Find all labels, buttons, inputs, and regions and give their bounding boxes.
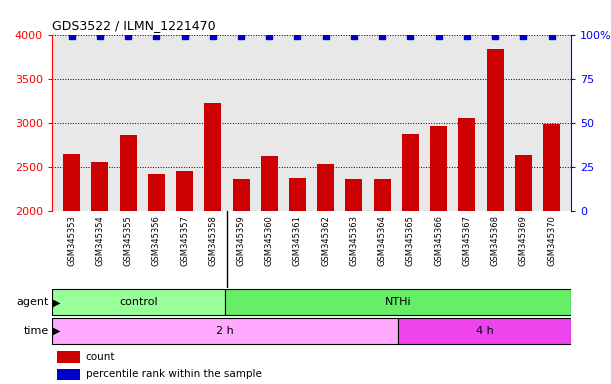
Text: control: control	[119, 297, 158, 308]
Bar	[63, 154, 80, 384]
Text: GSM345358: GSM345358	[208, 215, 218, 266]
Text: count: count	[86, 352, 115, 362]
Text: percentile rank within the sample: percentile rank within the sample	[86, 369, 262, 379]
Bar	[57, 351, 81, 363]
Text: GSM345367: GSM345367	[463, 215, 471, 266]
Bar	[289, 178, 306, 384]
Text: GSM345363: GSM345363	[349, 215, 359, 266]
Text: GSM345359: GSM345359	[236, 215, 246, 266]
Bar	[543, 124, 560, 384]
Text: GSM345370: GSM345370	[547, 215, 556, 266]
Bar	[204, 103, 221, 384]
Text: ▶: ▶	[53, 326, 60, 336]
Bar	[317, 164, 334, 384]
Text: GSM345360: GSM345360	[265, 215, 274, 266]
Bar	[458, 118, 475, 384]
Bar	[148, 174, 165, 384]
Text: agent: agent	[16, 297, 49, 308]
Bar	[233, 179, 249, 384]
Bar	[261, 156, 278, 384]
Text: GSM345361: GSM345361	[293, 215, 302, 266]
Bar	[402, 134, 419, 384]
Text: GSM345356: GSM345356	[152, 215, 161, 266]
Bar	[52, 318, 398, 344]
Text: GSM345354: GSM345354	[95, 215, 104, 266]
Text: GSM345353: GSM345353	[67, 215, 76, 266]
Text: 2 h: 2 h	[216, 326, 234, 336]
Bar	[345, 179, 362, 384]
Bar	[374, 179, 390, 384]
Text: GSM345362: GSM345362	[321, 215, 330, 266]
Text: GSM345364: GSM345364	[378, 215, 387, 266]
Text: GDS3522 / ILMN_1221470: GDS3522 / ILMN_1221470	[52, 19, 216, 32]
Text: 4 h: 4 h	[476, 326, 494, 336]
Bar	[92, 162, 108, 384]
Text: GSM345357: GSM345357	[180, 215, 189, 266]
Bar	[52, 290, 225, 315]
Text: time: time	[24, 326, 49, 336]
Bar	[57, 369, 81, 380]
Bar	[486, 49, 503, 384]
Text: GSM345369: GSM345369	[519, 215, 528, 266]
Bar	[225, 290, 571, 315]
Text: GSM345365: GSM345365	[406, 215, 415, 266]
Bar	[176, 170, 193, 384]
Bar	[515, 155, 532, 384]
Text: ▶: ▶	[53, 297, 60, 308]
Bar	[398, 318, 571, 344]
Bar	[120, 135, 137, 384]
Text: GSM345368: GSM345368	[491, 215, 500, 266]
Text: GSM345366: GSM345366	[434, 215, 443, 266]
Text: GSM345355: GSM345355	[123, 215, 133, 266]
Text: NTHi: NTHi	[385, 297, 411, 308]
Bar	[430, 126, 447, 384]
